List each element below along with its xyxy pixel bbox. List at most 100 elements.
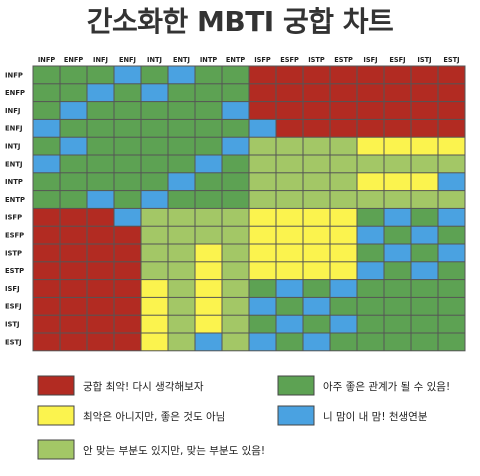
cell-enfj-isfp xyxy=(249,119,276,137)
column-label-esfj: ESFJ xyxy=(389,56,405,64)
cell-infj-isfj xyxy=(357,102,384,119)
cell-enfp-isfj xyxy=(357,84,384,102)
cell-estj-estp xyxy=(330,333,357,351)
cell-esfp-enfp xyxy=(60,226,87,244)
column-label-enfp: ENFP xyxy=(64,56,84,64)
cell-enfj-infp xyxy=(33,119,60,137)
legend-swatch-good xyxy=(277,375,315,396)
cell-intp-entj xyxy=(168,173,195,191)
cell-estj-istj xyxy=(411,333,438,351)
row-label-estj: ESTJ xyxy=(5,338,22,346)
cell-esfp-estj xyxy=(438,226,465,244)
cell-infj-istp xyxy=(303,102,330,119)
cell-estj-enfj xyxy=(114,333,141,351)
cell-estp-isfp xyxy=(249,262,276,280)
cell-entj-esfj xyxy=(384,155,411,173)
cell-enfp-intp xyxy=(195,84,222,102)
cell-enfp-infp xyxy=(33,84,60,102)
cell-infp-isfj xyxy=(357,66,384,84)
cell-estj-entj xyxy=(168,333,195,351)
cell-istp-intj xyxy=(141,244,168,262)
cell-entj-infp xyxy=(33,155,60,173)
cell-esfp-esfp xyxy=(276,226,303,244)
cell-entp-istj xyxy=(411,191,438,208)
cell-intp-enfj xyxy=(114,173,141,191)
cell-infj-istj xyxy=(411,102,438,119)
row-label-isfp: ISFP xyxy=(5,214,22,222)
cell-esfp-entj xyxy=(168,226,195,244)
cell-entp-intp xyxy=(195,191,222,208)
cell-estp-infp xyxy=(33,262,60,280)
row-label-esfp: ESFP xyxy=(5,232,24,240)
cell-isfj-istp xyxy=(303,280,330,297)
cell-esfp-estp xyxy=(330,226,357,244)
cell-esfj-intp xyxy=(195,297,222,315)
cell-intj-infp xyxy=(33,137,60,155)
cell-istj-istj xyxy=(411,315,438,333)
cell-estj-enfp xyxy=(60,333,87,351)
cell-intp-infp xyxy=(33,173,60,191)
cell-esfp-entp xyxy=(222,226,249,244)
cell-infp-istp xyxy=(303,66,330,84)
row-label-entj: ENTJ xyxy=(5,160,23,168)
row-label-esfj: ESFJ xyxy=(5,303,22,311)
cell-istp-isfp xyxy=(249,244,276,262)
cell-isfp-intj xyxy=(141,208,168,226)
cell-isfp-enfj xyxy=(114,208,141,226)
cell-infj-intj xyxy=(141,102,168,119)
cell-intj-estj xyxy=(438,137,465,155)
cell-estp-intj xyxy=(141,262,168,280)
cell-infp-entj xyxy=(168,66,195,84)
cell-isfj-estp xyxy=(330,280,357,297)
column-label-entp: ENTP xyxy=(226,56,246,64)
cell-infj-estp xyxy=(330,102,357,119)
row-label-enfj: ENFJ xyxy=(5,125,23,133)
cell-esfp-isfj xyxy=(357,226,384,244)
cell-estp-esfp xyxy=(276,262,303,280)
page-title: 간소화한 MBTI 궁합 차트 xyxy=(86,5,394,38)
column-label-estp: ESTP xyxy=(334,56,353,64)
cell-enfj-esfp xyxy=(276,119,303,137)
cell-estp-intp xyxy=(195,262,222,280)
cell-istj-estp xyxy=(330,315,357,333)
cell-intp-estj xyxy=(438,173,465,191)
cell-entj-enfj xyxy=(114,155,141,173)
cell-infp-esfp xyxy=(276,66,303,84)
cell-istj-entj xyxy=(168,315,195,333)
cell-enfp-estj xyxy=(438,84,465,102)
cell-entj-entp xyxy=(222,155,249,173)
cell-infp-intp xyxy=(195,66,222,84)
cell-entj-infj xyxy=(87,155,114,173)
cell-infj-enfj xyxy=(114,102,141,119)
cell-isfj-enfj xyxy=(114,280,141,297)
cell-infp-estj xyxy=(438,66,465,84)
cell-entp-enfp xyxy=(60,191,87,208)
cell-isfp-intp xyxy=(195,208,222,226)
cell-isfj-enfp xyxy=(60,280,87,297)
cell-entj-entj xyxy=(168,155,195,173)
cell-infp-estp xyxy=(330,66,357,84)
cell-istp-esfp xyxy=(276,244,303,262)
cell-isfj-esfj xyxy=(384,280,411,297)
cell-entp-enfj xyxy=(114,191,141,208)
cell-isfp-entp xyxy=(222,208,249,226)
cell-entp-entj xyxy=(168,191,195,208)
cell-isfp-infp xyxy=(33,208,60,226)
cell-istj-esfp xyxy=(276,315,303,333)
cell-infj-infp xyxy=(33,102,60,119)
column-label-intp: INTP xyxy=(200,56,217,64)
cell-esfj-isfp xyxy=(249,297,276,315)
cell-entp-infp xyxy=(33,191,60,208)
cell-entj-isfp xyxy=(249,155,276,173)
cell-istj-istp xyxy=(303,315,330,333)
cell-isfj-estj xyxy=(438,280,465,297)
heatmap-cells xyxy=(32,65,466,352)
cell-estp-enfj xyxy=(114,262,141,280)
cell-esfj-estj xyxy=(438,297,465,315)
cell-esfp-infp xyxy=(33,226,60,244)
cell-istp-infp xyxy=(33,244,60,262)
column-label-infp: INFP xyxy=(38,56,55,64)
cell-infp-infj xyxy=(87,66,114,84)
cell-enfj-istj xyxy=(411,119,438,137)
